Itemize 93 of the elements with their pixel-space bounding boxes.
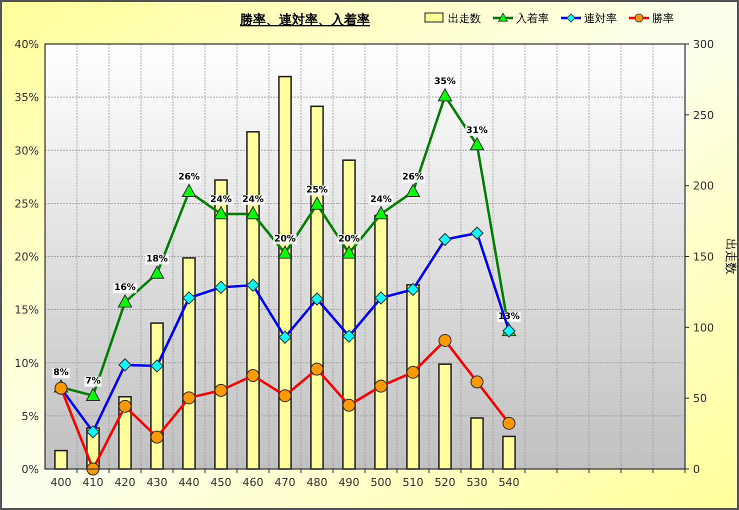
y2-tick-label: 300 <box>693 38 714 51</box>
y2-tick-label: 100 <box>693 321 714 334</box>
x-tick-label: 500 <box>370 476 392 489</box>
data-label: 31% <box>466 126 488 136</box>
point <box>182 184 196 197</box>
data-label: 26% <box>178 172 200 183</box>
y-tick-label: 40% <box>14 38 39 51</box>
data-label: 7% <box>85 376 101 387</box>
point <box>406 366 420 379</box>
data-label: 35% <box>434 77 456 88</box>
x-tick-label: 480 <box>306 476 328 489</box>
x-tick-label: 540 <box>498 476 520 489</box>
y-tick-label: 0% <box>22 463 39 476</box>
x-tick-label: 510 <box>402 476 424 489</box>
data-label: 24% <box>210 195 232 205</box>
legend-label: 勝率 <box>652 12 674 25</box>
x-tick-label: 530 <box>466 476 488 489</box>
y-tick-label: 10% <box>14 356 39 370</box>
x-tick-label: 490 <box>338 476 360 489</box>
point <box>438 233 452 246</box>
point <box>438 88 452 102</box>
bar <box>406 284 420 470</box>
point <box>406 184 420 197</box>
point <box>118 400 132 413</box>
point <box>150 359 164 372</box>
point <box>278 246 292 259</box>
x-tick-label: 520 <box>434 476 456 489</box>
point <box>470 226 484 240</box>
point <box>310 362 324 376</box>
point <box>470 137 484 150</box>
y2-tick-label: 50 <box>693 392 707 406</box>
point <box>118 358 132 372</box>
x-tick-label: 410 <box>82 476 104 489</box>
point <box>342 246 356 259</box>
data-label: 18% <box>146 254 168 264</box>
y2-tick-label: 150 <box>693 250 714 264</box>
x-tick-label: 450 <box>210 476 232 489</box>
point <box>406 282 420 296</box>
data-label: 25% <box>306 185 328 196</box>
point <box>86 462 100 476</box>
point <box>502 416 516 430</box>
point <box>438 334 452 347</box>
point <box>214 206 228 220</box>
y-tick-label: 20% <box>14 250 39 264</box>
bar <box>502 436 516 470</box>
point <box>470 375 484 388</box>
point <box>310 196 324 210</box>
x-tick-label: 400 <box>50 476 72 489</box>
point <box>214 280 228 294</box>
point <box>150 430 164 444</box>
bar <box>438 363 452 470</box>
point <box>310 292 324 306</box>
x-tick-label: 420 <box>114 476 136 489</box>
bar <box>54 450 68 470</box>
point <box>182 291 196 304</box>
legend-label: 出走数 <box>448 12 481 25</box>
y-tick-label: 25% <box>14 197 39 210</box>
point <box>246 206 260 220</box>
x-tick-label: 470 <box>274 476 296 489</box>
y-tick-label: 35% <box>14 91 39 104</box>
data-label: 24% <box>242 195 264 205</box>
point <box>86 388 100 401</box>
point <box>150 266 164 279</box>
point <box>118 294 132 308</box>
bar <box>470 417 484 470</box>
point <box>278 389 292 402</box>
data-label: 20% <box>338 234 360 244</box>
chart-title: 勝率、連対率、入着率 <box>239 12 370 28</box>
y2-tick-label: 250 <box>693 108 714 122</box>
data-label: 26% <box>402 172 424 183</box>
legend-label: 入着率 <box>516 12 549 25</box>
point <box>182 391 196 404</box>
x-tick-label: 430 <box>146 476 168 489</box>
y2-axis-title: 出走数 <box>724 238 738 274</box>
point <box>246 369 260 382</box>
point <box>342 330 356 343</box>
y-tick-label: 15% <box>14 304 39 317</box>
point <box>278 330 292 344</box>
y-tick-label: 30% <box>14 144 39 158</box>
data-label: 16% <box>114 283 136 294</box>
point <box>214 384 228 397</box>
y2-tick-label: 200 <box>693 180 714 193</box>
y-tick-label: 5% <box>22 410 39 423</box>
legend-label: 連対率 <box>584 12 617 25</box>
point <box>86 425 100 438</box>
data-label: 24% <box>370 195 392 205</box>
x-tick-label: 440 <box>178 476 200 489</box>
x-tick-label: 460 <box>242 476 264 489</box>
point <box>246 278 260 292</box>
point <box>342 398 356 412</box>
data-label: 8% <box>53 368 69 378</box>
y2-tick-label: 0 <box>693 463 700 476</box>
data-label: 20% <box>274 234 296 244</box>
